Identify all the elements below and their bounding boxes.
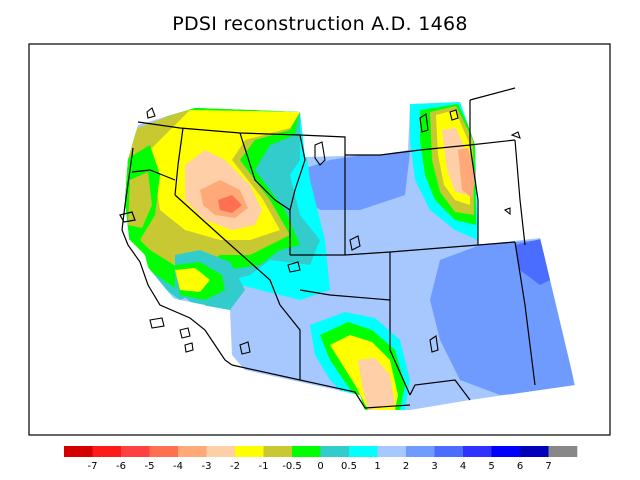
legend-swatch	[406, 446, 435, 457]
legend-swatch	[149, 446, 179, 457]
legend-tick-label: -1	[259, 461, 269, 472]
legend-tick-label: 0.5	[341, 461, 357, 472]
legend-tick-label: 4	[460, 461, 466, 472]
map-frame	[28, 43, 611, 436]
legend-tick-label: 7	[545, 461, 551, 472]
lakes	[146, 107, 521, 355]
legend-swatch	[463, 446, 492, 457]
legend-tick-label: 3	[431, 461, 437, 472]
legend-tick-label: -3	[202, 461, 212, 472]
pdsi-field	[125, 102, 575, 410]
legend-tick-label: 5	[488, 461, 494, 472]
legend-swatch	[434, 446, 464, 457]
legend-tick-label: 0	[317, 461, 323, 472]
map-title: PDSI reconstruction A.D. 1468	[172, 13, 468, 35]
ocean-mask	[100, 240, 232, 372]
legend-swatch	[320, 446, 350, 457]
legend-tick-label: -0.5	[282, 461, 302, 472]
legend-swatch	[491, 446, 521, 457]
legend-swatch	[377, 446, 407, 457]
legend-tick-label: 1	[374, 461, 380, 472]
legend-tick-label: -4	[173, 461, 183, 472]
legend-tick-label: 2	[403, 461, 409, 472]
legend-swatch	[263, 446, 293, 457]
legend-swatch	[520, 446, 549, 457]
legend-tick-label: -5	[145, 461, 155, 472]
legend-swatch	[178, 446, 207, 457]
legend-swatch	[206, 446, 236, 457]
legend-tick-label: -6	[116, 461, 126, 472]
legend-tick-label: 6	[517, 461, 523, 472]
legend-swatch	[92, 446, 122, 457]
legend-tick-labels: -7 -6 -5 -4 -3 -2 -1 -0.5 0 0.5 1 2 3 4 5 6 7	[88, 461, 552, 472]
legend-tick-label: -2	[230, 461, 240, 472]
legend-swatch	[235, 446, 264, 457]
legend-swatch	[292, 446, 321, 457]
legend-colorbar	[64, 446, 578, 457]
state-boundaries	[119, 87, 536, 409]
legend-swatch	[121, 446, 150, 457]
legend-swatch	[548, 446, 578, 457]
legend-swatch	[64, 446, 93, 457]
legend-tick-label: -7	[88, 461, 98, 472]
legend-swatch	[349, 446, 378, 457]
